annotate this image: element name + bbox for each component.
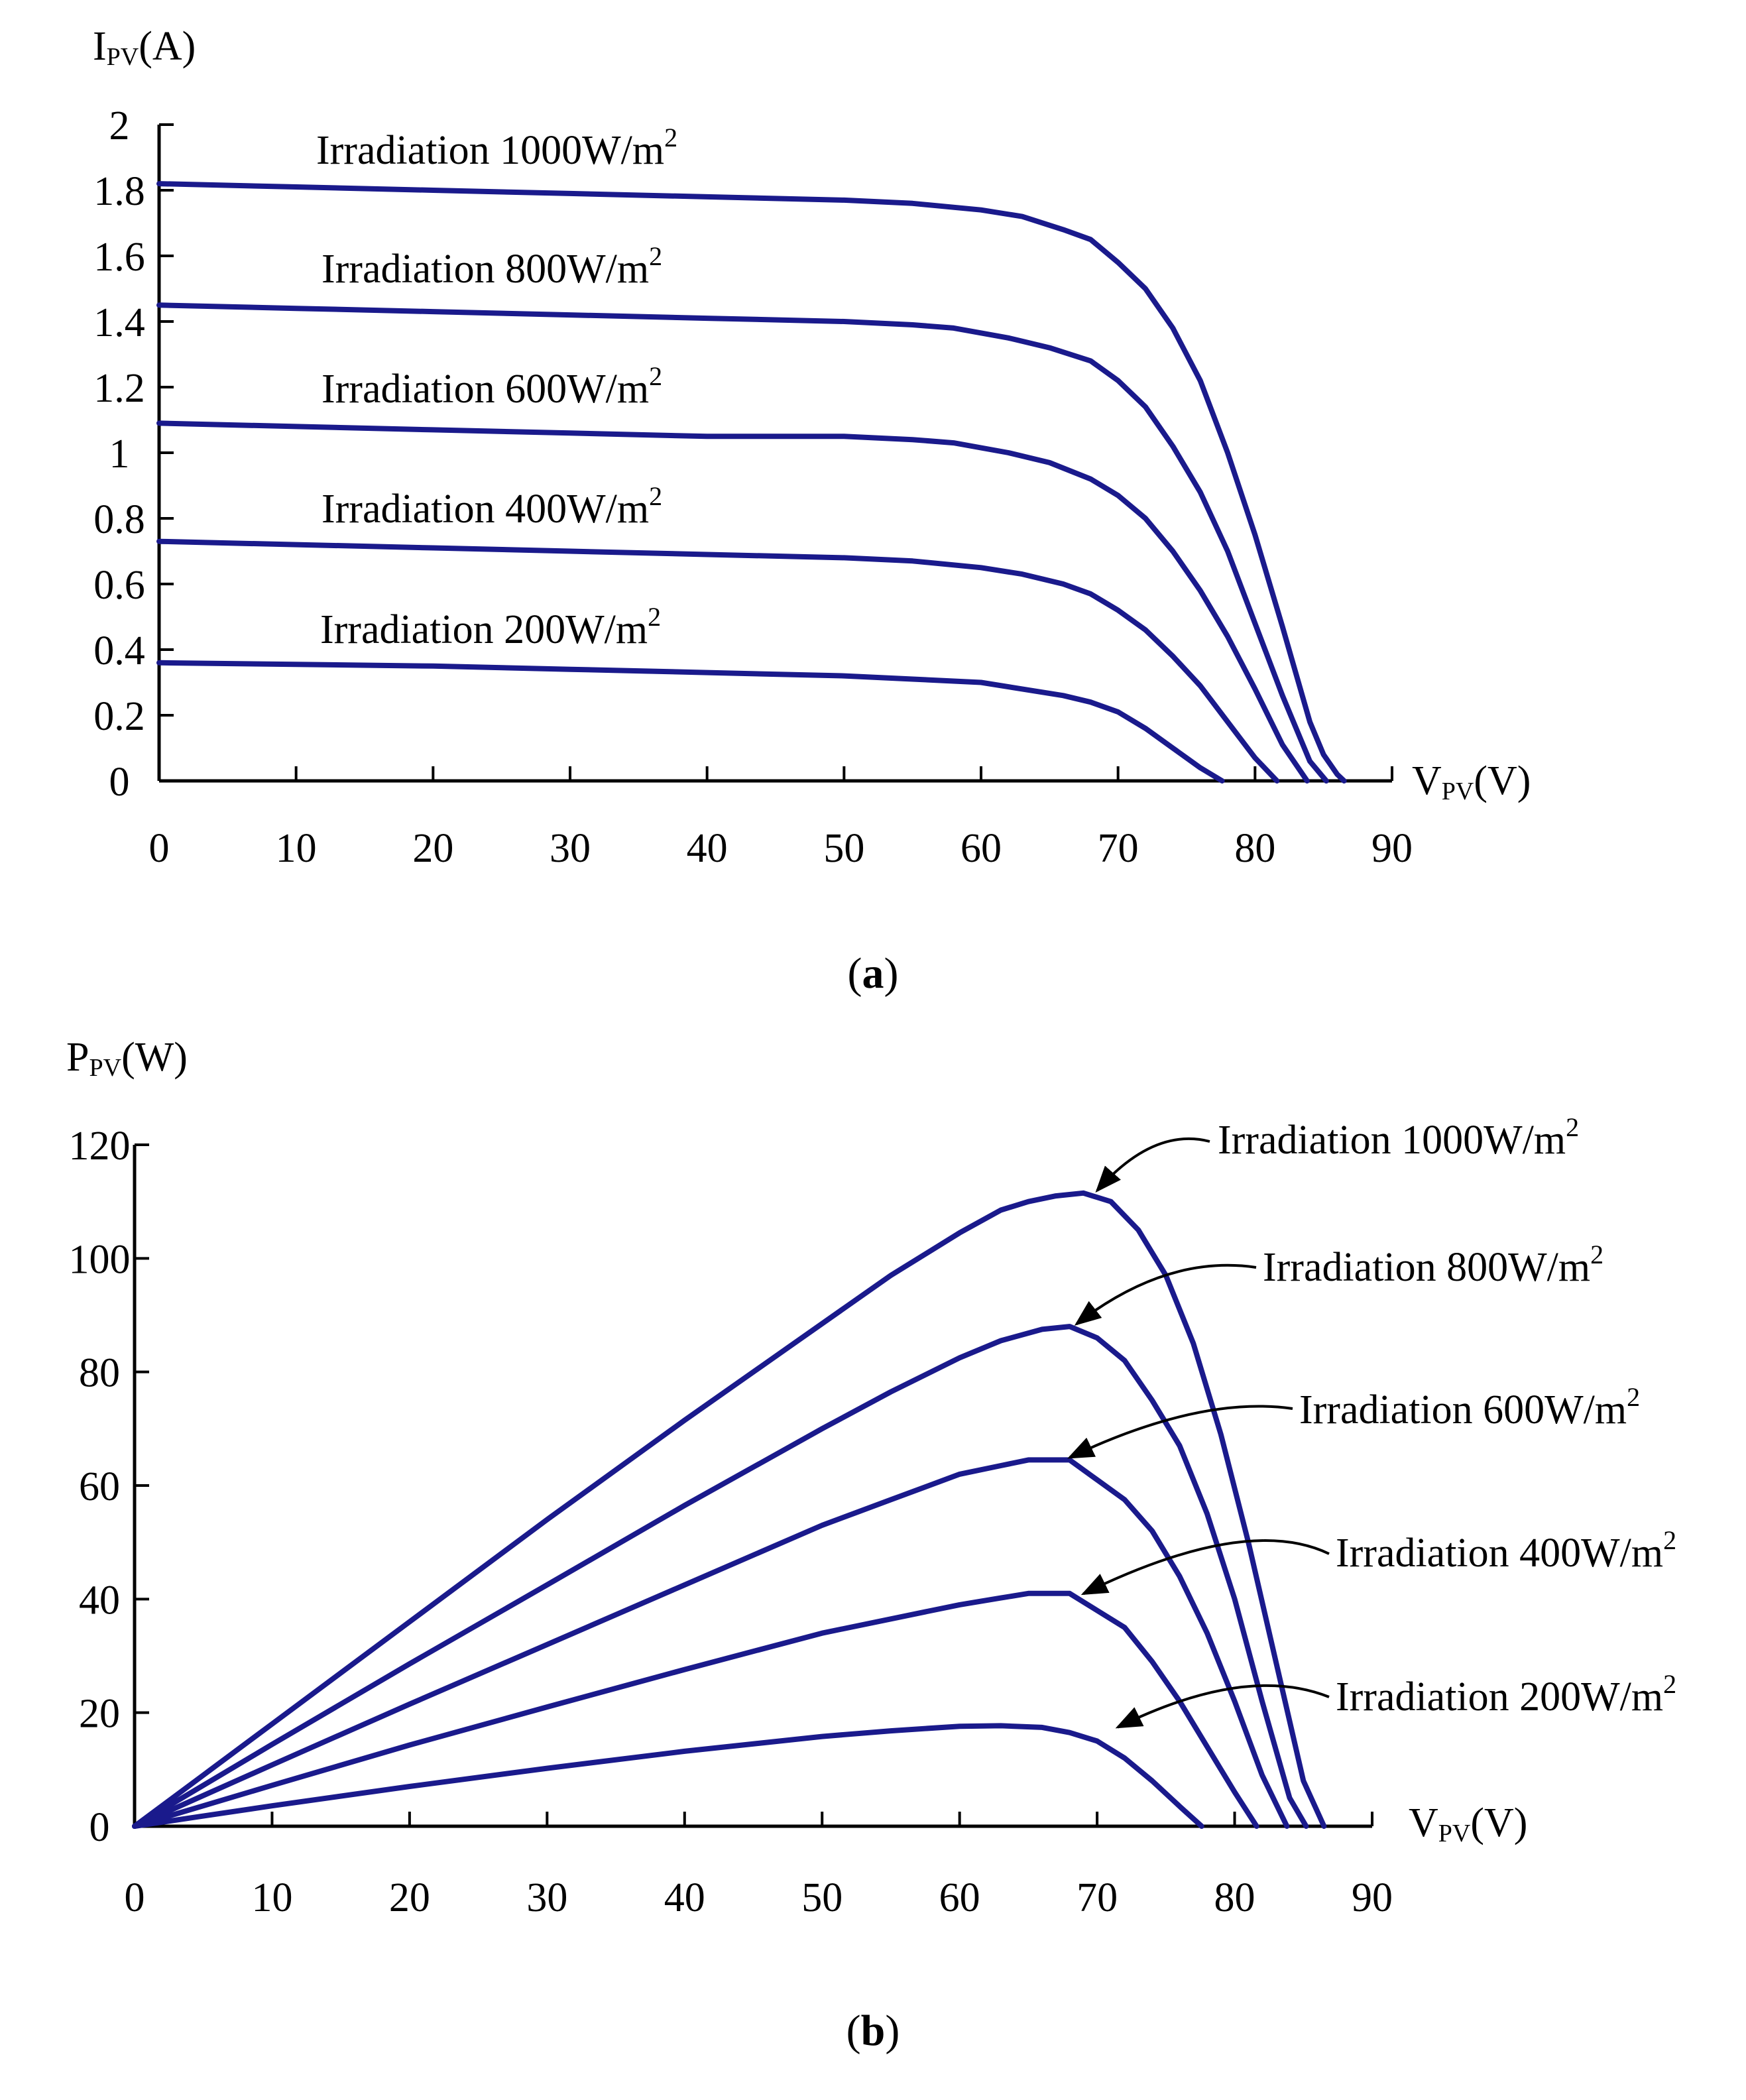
series-arrow-4 [1080,1539,1330,1596]
series-line-1 [132,1190,1327,1829]
series-line-3 [132,1457,1290,1829]
x-tick-label: 50 [823,826,864,871]
series-label-1: Irradiation 1000W/m2 [316,123,677,173]
y-tick-label: 100 [69,1237,131,1282]
series-arrow-5 [1115,1684,1330,1729]
series-label-4: Irradiation 400W/m2 [1336,1525,1676,1576]
y-axis-title: PPV(W) [66,1035,188,1082]
y-tick-label: 0.6 [93,563,145,608]
series-label-4: Irradiation 400W/m2 [321,481,662,532]
x-tick-label: 20 [389,1875,430,1920]
series-line-2 [132,1324,1309,1829]
panel-label: (b) [846,2007,900,2055]
y-tick-label: 0.2 [93,694,145,739]
x-tick-label: 0 [149,826,170,871]
series-line-4 [132,1590,1259,1829]
series-line-3 [156,420,1310,784]
series-arrow-2 [1074,1263,1257,1326]
y-tick-label: 1.4 [93,300,145,345]
y-tick-label: 20 [79,1692,120,1737]
x-axis-title: VPV(V) [1409,1800,1527,1847]
y-axis-title: IPV(A) [93,24,196,71]
series-line-5 [132,1723,1204,1829]
x-tick-label: 20 [412,826,453,871]
x-tick-label: 80 [1214,1875,1255,1920]
series-label-1: Irradiation 1000W/m2 [1218,1112,1579,1163]
series-line-1 [156,181,1347,784]
x-tick-label: 70 [1098,826,1139,871]
y-tick-label: 1 [109,432,130,477]
y-tick-label: 60 [79,1464,120,1509]
panel-a-chart: 00.20.40.60.811.21.41.61.820 10 20 30 40 50 60… [93,24,1531,998]
x-tick-label: 90 [1371,826,1413,871]
series-label-5: Irradiation 200W/m2 [320,602,661,652]
y-tick-label: 1.2 [93,366,145,411]
y-tick-label: 0 [89,1805,110,1850]
x-tick-label: 30 [550,826,591,871]
x-tick-label: 80 [1234,826,1275,871]
y-tick-label: 2 [109,103,130,148]
x-tick-label: 60 [960,826,1002,871]
series-label-2: Irradiation 800W/m2 [321,241,662,292]
x-tick-label: 60 [939,1875,980,1920]
x-tick-label: 10 [276,826,317,871]
y-tick-label: 1.8 [93,169,145,214]
x-tick-label: 70 [1077,1875,1118,1920]
series-arrow-3 [1067,1405,1293,1459]
panel-b-chart: 0 20 40 60 80 100 120 0 10 20 30 40 50 60 70 80 90 PPV(W)… [66,1035,1676,2055]
x-axis-title: VPV(V) [1412,758,1531,805]
series-label-3: Irradiation 600W/m2 [321,361,662,412]
y-tick-label: 40 [79,1578,120,1623]
x-tick-label: 0 [125,1875,145,1920]
x-tick-label: 40 [687,826,728,871]
y-tick-label: 80 [79,1351,120,1396]
x-tick-label: 50 [801,1875,843,1920]
panel-label: (a) [848,949,899,998]
series-label-2: Irradiation 800W/m2 [1263,1240,1603,1290]
y-tick-label: 0 [109,760,130,805]
series-arrow-1 [1095,1137,1210,1193]
x-tick-label: 10 [251,1875,292,1920]
series-label-5: Irradiation 200W/m2 [1336,1669,1676,1720]
y-tick-label: 0.8 [93,497,145,542]
x-tick-label: 40 [664,1875,705,1920]
y-tick-label: 0.4 [93,628,145,673]
y-tick-label: 120 [69,1124,131,1169]
y-tick-label: 1.6 [93,235,145,280]
x-tick-label: 30 [526,1875,567,1920]
x-tick-label: 90 [1352,1875,1393,1920]
series-label-3: Irradiation 600W/m2 [1299,1382,1640,1432]
series-line-2 [156,302,1329,784]
series-line-4 [156,538,1280,784]
series-line-5 [156,660,1225,784]
